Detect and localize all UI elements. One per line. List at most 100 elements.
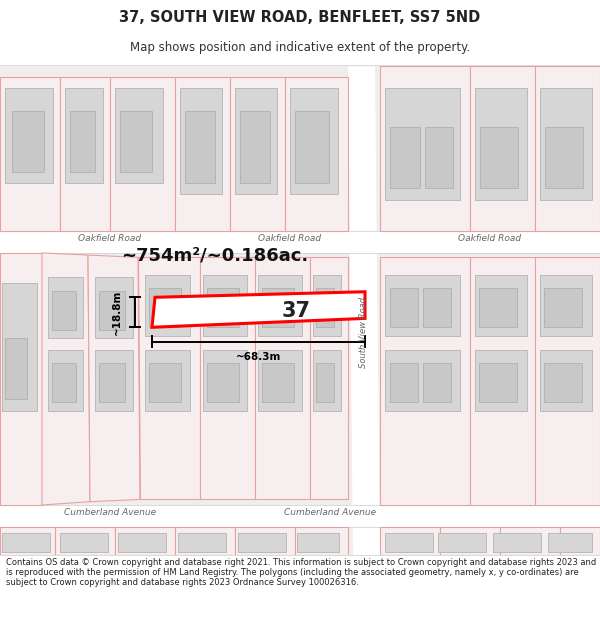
Bar — [12, 111, 44, 172]
Polygon shape — [470, 66, 535, 231]
Polygon shape — [230, 78, 285, 231]
Polygon shape — [200, 258, 255, 499]
Polygon shape — [535, 258, 600, 505]
Bar — [385, 532, 433, 552]
Bar — [313, 349, 341, 411]
Bar — [425, 127, 453, 189]
Bar — [145, 349, 190, 411]
Polygon shape — [255, 258, 310, 499]
Bar — [258, 275, 302, 336]
Polygon shape — [60, 78, 110, 231]
Bar — [390, 363, 418, 402]
Bar — [185, 111, 215, 183]
Bar — [235, 89, 277, 194]
Bar — [5, 338, 27, 399]
Bar — [316, 288, 334, 328]
Bar — [178, 532, 226, 552]
Bar — [313, 275, 341, 336]
Bar — [390, 288, 418, 328]
Polygon shape — [535, 66, 600, 231]
Bar — [99, 363, 125, 402]
Text: Cumberland Avenue: Cumberland Avenue — [64, 508, 156, 518]
Bar — [423, 288, 451, 328]
Bar — [115, 89, 163, 183]
Bar — [120, 111, 152, 172]
Bar — [70, 111, 95, 172]
Bar — [544, 363, 582, 402]
Bar — [438, 532, 486, 552]
Bar — [479, 363, 517, 402]
Polygon shape — [235, 528, 295, 555]
Polygon shape — [88, 255, 140, 502]
Polygon shape — [138, 258, 200, 499]
Bar — [0, 231, 600, 253]
Bar — [99, 291, 125, 329]
Bar — [480, 127, 518, 189]
Polygon shape — [0, 528, 55, 555]
Bar — [48, 349, 83, 411]
Polygon shape — [348, 66, 380, 555]
Bar — [385, 89, 460, 199]
Bar — [479, 288, 517, 328]
Text: 37: 37 — [281, 301, 311, 321]
Bar — [290, 89, 338, 194]
Polygon shape — [152, 292, 365, 328]
Polygon shape — [42, 253, 90, 505]
Bar — [295, 111, 329, 183]
Polygon shape — [55, 528, 115, 555]
Polygon shape — [110, 78, 175, 231]
Bar — [545, 127, 583, 189]
Bar — [385, 349, 460, 411]
Bar — [145, 275, 190, 336]
Text: Map shows position and indicative extent of the property.: Map shows position and indicative extent… — [130, 41, 470, 54]
Text: South View Road: South View Road — [359, 298, 367, 368]
Polygon shape — [380, 66, 470, 231]
Bar — [203, 349, 247, 411]
Bar — [390, 127, 420, 189]
Polygon shape — [175, 78, 230, 231]
Text: Oakfield Road: Oakfield Road — [458, 234, 521, 243]
Bar — [540, 275, 592, 336]
Bar — [207, 363, 239, 402]
Bar — [180, 89, 222, 194]
Bar — [258, 349, 302, 411]
Bar — [48, 278, 83, 338]
Bar — [475, 275, 527, 336]
Bar — [540, 89, 592, 199]
Polygon shape — [295, 528, 348, 555]
Polygon shape — [500, 528, 560, 555]
Bar — [548, 532, 592, 552]
Bar — [297, 532, 339, 552]
Polygon shape — [380, 258, 470, 505]
Polygon shape — [0, 78, 60, 231]
Polygon shape — [175, 528, 235, 555]
Bar — [149, 288, 181, 328]
Bar — [493, 532, 541, 552]
Text: Oakfield Road: Oakfield Road — [79, 234, 142, 243]
Text: Contains OS data © Crown copyright and database right 2021. This information is : Contains OS data © Crown copyright and d… — [6, 558, 596, 588]
Text: ~754m²/~0.186ac.: ~754m²/~0.186ac. — [121, 246, 308, 264]
Bar — [149, 363, 181, 402]
Polygon shape — [470, 258, 535, 505]
Bar — [544, 288, 582, 328]
Bar — [2, 283, 37, 411]
Polygon shape — [310, 258, 348, 499]
Bar — [262, 288, 294, 328]
Bar — [238, 532, 286, 552]
Bar — [95, 278, 133, 338]
Bar — [475, 89, 527, 199]
Polygon shape — [115, 528, 175, 555]
Bar — [52, 363, 76, 402]
Polygon shape — [560, 528, 600, 555]
Bar — [203, 275, 247, 336]
Bar — [385, 275, 460, 336]
Bar — [423, 363, 451, 402]
Bar — [240, 111, 270, 183]
Text: Oakfield Road: Oakfield Road — [259, 234, 322, 243]
Text: ~18.8m: ~18.8m — [112, 289, 122, 335]
Bar — [0, 505, 600, 528]
Bar — [475, 349, 527, 411]
Text: 37, SOUTH VIEW ROAD, BENFLEET, SS7 5ND: 37, SOUTH VIEW ROAD, BENFLEET, SS7 5ND — [119, 10, 481, 25]
Polygon shape — [380, 528, 440, 555]
Bar — [95, 349, 133, 411]
